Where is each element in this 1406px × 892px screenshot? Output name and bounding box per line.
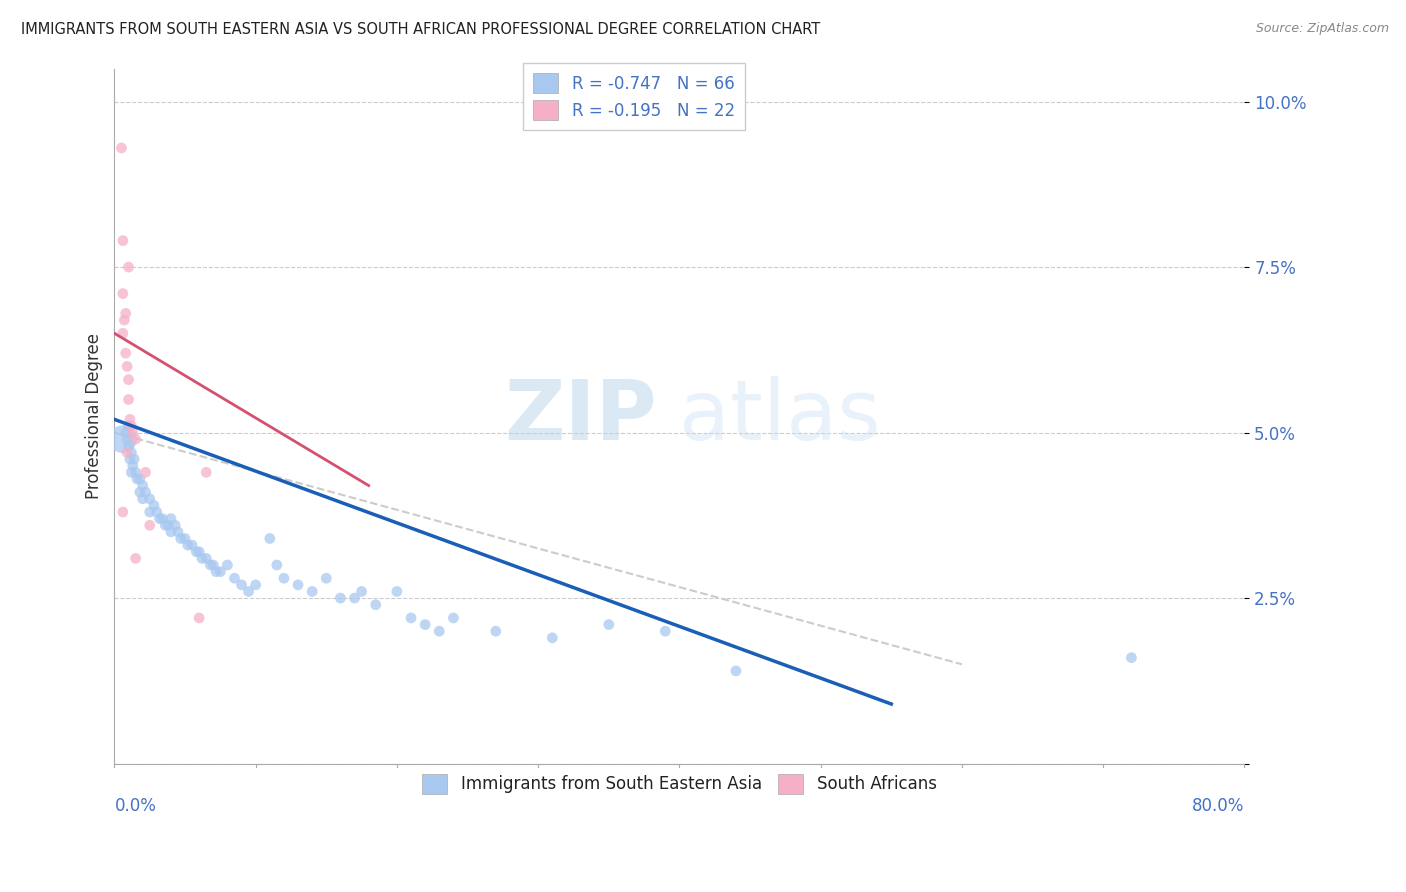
Point [364,598,387,612]
Point [413,617,436,632]
Point [134,485,156,500]
Point [111,234,134,248]
Point [115,432,138,446]
Point [160,524,183,539]
Point [111,286,134,301]
Point [273,571,295,585]
Point [128,485,150,500]
Point [117,392,139,407]
Point [259,532,281,546]
Point [114,346,136,360]
Text: Source: ZipAtlas.com: Source: ZipAtlas.com [1256,22,1389,36]
Text: IMMIGRANTS FROM SOUTH EASTERN ASIA VS SOUTH AFRICAN PROFESSIONAL DEGREE CORRELAT: IMMIGRANTS FROM SOUTH EASTERN ASIA VS SO… [21,22,820,37]
Point [111,326,134,341]
Point [315,571,337,585]
Point [245,578,267,592]
Point [134,466,156,480]
Legend: Immigrants from South Eastern Asia, South Africans: Immigrants from South Eastern Asia, Sout… [412,764,946,804]
Point [114,425,136,440]
Point [143,499,166,513]
Point [128,472,150,486]
Point [155,518,177,533]
Point [125,472,148,486]
Point [209,565,232,579]
Point [157,518,180,533]
Point [118,452,141,467]
Point [110,141,132,155]
Point [138,518,160,533]
Point [124,432,146,446]
Point [131,478,153,492]
Point [121,458,143,473]
Point [485,624,508,639]
Point [117,260,139,274]
Point [441,611,464,625]
Point [541,631,564,645]
Point [114,306,136,320]
Point [191,551,214,566]
Point [1121,650,1143,665]
Point [165,518,187,533]
Point [181,538,204,552]
Point [149,511,172,525]
Point [118,412,141,426]
Point [231,578,253,592]
Point [329,591,352,606]
Point [301,584,323,599]
Point [120,466,142,480]
Point [238,584,260,599]
Point [167,524,190,539]
Point [195,466,218,480]
Point [121,425,143,440]
Point [160,511,183,525]
Point [146,505,169,519]
Point [205,565,228,579]
Text: ZIP: ZIP [505,376,657,457]
Point [174,532,197,546]
Point [124,551,146,566]
Point [427,624,450,639]
Point [152,511,174,525]
Point [598,617,620,632]
Y-axis label: Professional Degree: Professional Degree [86,333,103,499]
Point [195,551,218,566]
Point [120,445,142,459]
Point [124,466,146,480]
Point [287,578,309,592]
Point [399,611,422,625]
Point [120,419,142,434]
Point [266,558,288,572]
Point [122,452,145,467]
Point [138,491,160,506]
Point [112,313,135,327]
Point [224,571,246,585]
Point [117,373,139,387]
Point [350,584,373,599]
Text: 80.0%: 80.0% [1192,797,1244,815]
Point [111,505,134,519]
Text: 0.0%: 0.0% [114,797,156,815]
Point [117,419,139,434]
Point [170,532,193,546]
Point [188,611,211,625]
Point [186,545,208,559]
Point [202,558,225,572]
Point [138,505,160,519]
Point [385,584,408,599]
Point [188,545,211,559]
Point [131,491,153,506]
Point [724,664,747,678]
Point [343,591,366,606]
Point [654,624,676,639]
Point [111,432,134,446]
Point [115,359,138,374]
Point [177,538,200,552]
Point [115,445,138,459]
Point [217,558,239,572]
Point [200,558,222,572]
Point [117,439,139,453]
Text: atlas: atlas [679,376,882,457]
